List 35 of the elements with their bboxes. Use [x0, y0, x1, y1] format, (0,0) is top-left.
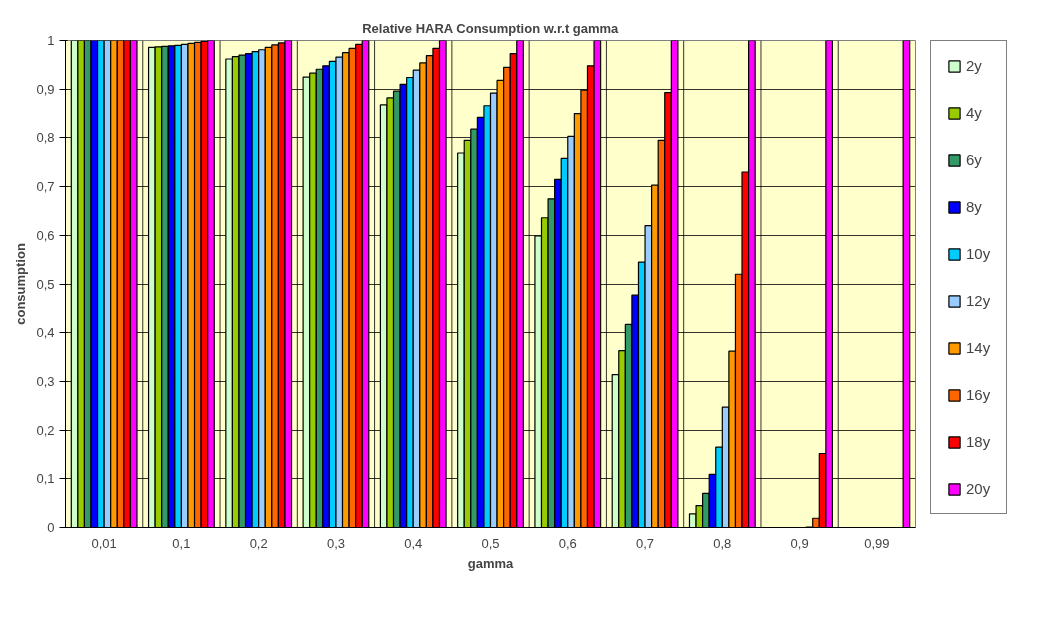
legend-label: 2y — [966, 57, 983, 74]
x-tick-label: 0,3 — [326, 535, 345, 551]
legend-label: 6y — [966, 151, 983, 168]
y-axis-title: consumption — [13, 243, 29, 325]
y-tick-label: 0 — [47, 520, 55, 535]
y-tick-label: 0,6 — [36, 227, 55, 243]
x-tick-label: 0,4 — [404, 535, 423, 551]
legend-label: 18y — [966, 433, 991, 450]
y-tick-label: 0,4 — [36, 325, 55, 341]
x-tick-label: 0,5 — [481, 535, 500, 551]
y-tick-label: 0,5 — [36, 276, 55, 292]
x-tick-label: 0,1 — [172, 535, 191, 551]
chart-title: Relative HARA Consumption w.r.t gamma — [362, 20, 620, 36]
x-tick-label: 0,9 — [790, 535, 809, 551]
x-tick-label: 0,6 — [558, 535, 577, 551]
y-tick-label: 0,9 — [36, 81, 55, 97]
legend-label: 20y — [966, 480, 991, 497]
y-tick-label: 0,2 — [36, 422, 55, 438]
legend-label: 8y — [966, 198, 983, 215]
legend-label: 12y — [966, 292, 991, 309]
y-tick-label: 1 — [47, 33, 55, 48]
x-tick-label: 0,2 — [249, 535, 268, 551]
legend-label: 14y — [966, 339, 991, 356]
y-tick-label: 0,3 — [36, 373, 55, 389]
x-tick-label: 0,01 — [91, 535, 117, 551]
y-tick-label: 0,7 — [36, 179, 55, 195]
legend-label: 4y — [966, 104, 983, 121]
x-axis-title: gamma — [467, 555, 515, 571]
legend-label: 16y — [966, 386, 991, 403]
legend-label: 10y — [966, 245, 991, 262]
x-tick-label: 0,99 — [864, 535, 890, 551]
y-tick-label: 0,1 — [36, 471, 55, 487]
x-tick-label: 0,8 — [713, 535, 732, 551]
y-tick-label: 0,8 — [36, 130, 55, 146]
x-tick-label: 0,7 — [636, 535, 655, 551]
